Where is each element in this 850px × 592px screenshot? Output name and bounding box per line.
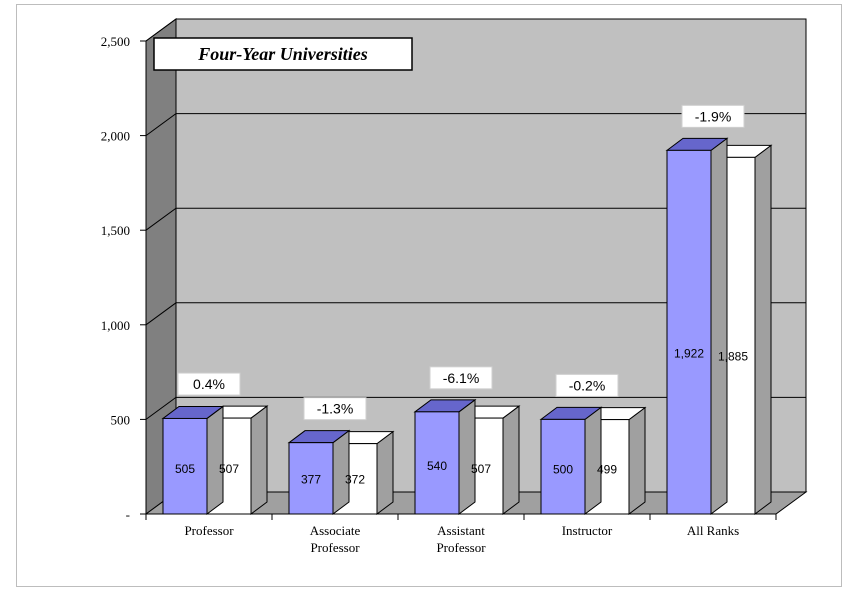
percent-change-label: -6.1% xyxy=(443,370,480,386)
bar-side xyxy=(250,405,268,515)
bar-series1 xyxy=(413,398,477,515)
bar-series1 xyxy=(161,405,225,515)
value-label: 1,922 xyxy=(674,347,704,361)
percent-change-bg xyxy=(303,397,367,421)
value-label: 1,885 xyxy=(718,350,748,364)
x-category-label: Assistant Professor xyxy=(436,523,486,555)
gridline xyxy=(145,396,806,420)
percent-change-bg xyxy=(429,366,493,390)
bar-front xyxy=(288,442,334,515)
percent-change-box: -0.2% xyxy=(555,373,619,397)
chart-title: Four-Year Universities xyxy=(197,44,368,64)
gridline xyxy=(145,113,806,137)
percent-change-label: -1.3% xyxy=(317,401,354,417)
chart-frame xyxy=(16,4,842,587)
value-label: 372 xyxy=(345,473,365,487)
bar-side xyxy=(206,405,224,515)
y-tick-label: - xyxy=(126,507,130,522)
percent-change-bg xyxy=(681,104,745,128)
bar-side xyxy=(710,137,728,515)
bar-side xyxy=(584,406,602,515)
gridline xyxy=(145,302,806,326)
bar-side xyxy=(458,398,476,515)
gridline xyxy=(145,18,806,42)
y-tick-label: 500 xyxy=(111,412,131,427)
y-tick-label: 2,000 xyxy=(101,129,130,144)
bar-side xyxy=(628,406,646,515)
y-tick-label: 2,500 xyxy=(101,34,130,49)
x-category-label: All Ranks xyxy=(687,523,739,538)
bar-side xyxy=(502,405,520,515)
value-label: 505 xyxy=(175,462,195,476)
bar-front xyxy=(666,149,712,515)
bar-front xyxy=(540,418,586,515)
chart-title-box: Four-Year Universities xyxy=(153,37,413,71)
x-category-label: Instructor xyxy=(562,523,613,538)
percent-change-bg xyxy=(177,372,241,396)
percent-change-box: -6.1% xyxy=(429,366,493,390)
value-label: 500 xyxy=(553,462,573,476)
bar-series1 xyxy=(665,137,729,515)
bar-series1 xyxy=(539,406,603,515)
bars xyxy=(161,137,773,515)
y-tick-label: 1,000 xyxy=(101,318,130,333)
chart-walls xyxy=(144,18,808,515)
percent-change-box: -1.3% xyxy=(303,397,367,421)
percent-change-label: -0.2% xyxy=(569,377,606,393)
percent-change-bg xyxy=(555,373,619,397)
value-label: 507 xyxy=(219,462,239,476)
percent-change-label: -1.9% xyxy=(695,108,732,124)
value-label: 499 xyxy=(597,462,617,476)
x-category-label: Associate Professor xyxy=(310,523,361,555)
bar-front xyxy=(162,417,208,515)
x-category-label: Professor xyxy=(184,523,234,538)
bar-side xyxy=(754,144,772,515)
gridline xyxy=(145,207,806,231)
bar-series1 xyxy=(287,429,351,515)
percent-change-box: 0.4% xyxy=(177,372,241,396)
percent-change-label: 0.4% xyxy=(193,376,225,392)
percent-change-box: -1.9% xyxy=(681,104,745,128)
y-tick-label: 1,500 xyxy=(101,223,130,238)
labels: Professor 507 505 0.4% Associate Professor 372… xyxy=(175,104,748,555)
gridlines xyxy=(145,18,806,420)
bar-side xyxy=(376,430,394,515)
value-label: 377 xyxy=(301,472,321,486)
value-label: 540 xyxy=(427,459,447,473)
value-label: 507 xyxy=(471,462,491,476)
bar-front xyxy=(414,411,460,515)
